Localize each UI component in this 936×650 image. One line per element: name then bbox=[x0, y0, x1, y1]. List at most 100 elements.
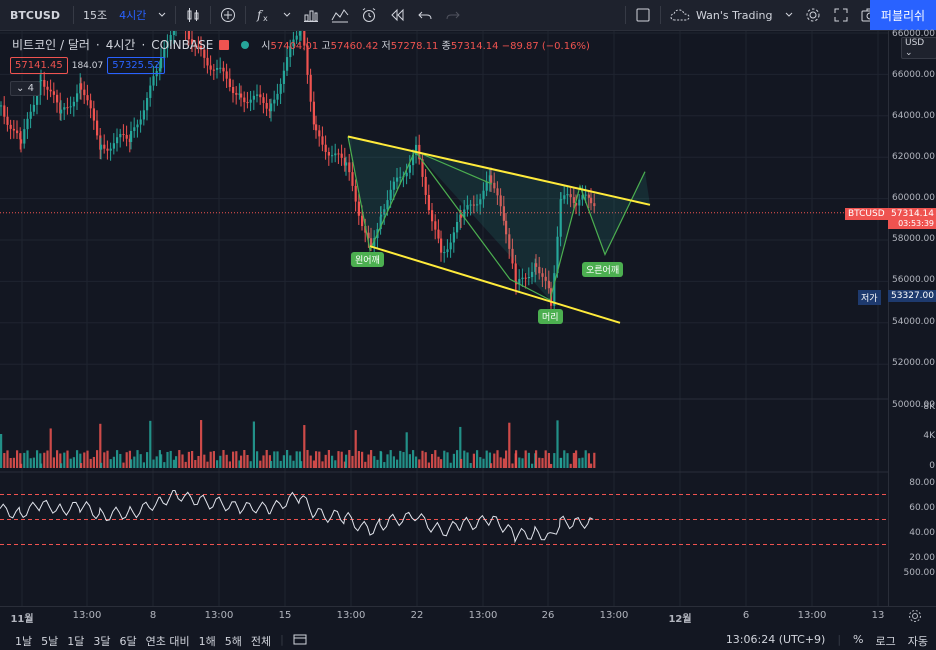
volume-bar bbox=[178, 450, 180, 468]
fullscreen-expand-icon[interactable] bbox=[827, 0, 855, 30]
candle-body bbox=[0, 105, 2, 106]
candle-body bbox=[337, 153, 339, 154]
volume-bar bbox=[585, 450, 587, 468]
fullscreen-layout-icon[interactable] bbox=[629, 0, 657, 30]
volume-bar bbox=[23, 453, 25, 468]
gear-icon[interactable] bbox=[799, 0, 827, 30]
volume-bar bbox=[166, 452, 168, 468]
volume-bar bbox=[152, 460, 154, 468]
interval-dropdown-chevron-icon[interactable] bbox=[152, 0, 172, 30]
financials-icon[interactable] bbox=[297, 0, 325, 30]
buy-price-box[interactable]: 57325.52 bbox=[107, 57, 165, 74]
price-axis-label: 54000.00 bbox=[892, 317, 935, 327]
candle-body bbox=[56, 95, 58, 103]
range-1y-button[interactable]: 1해 bbox=[199, 633, 216, 649]
indicators-chevron-icon[interactable] bbox=[277, 0, 297, 30]
candle-body bbox=[450, 243, 452, 250]
candle-body bbox=[409, 165, 411, 173]
candle-body bbox=[345, 162, 347, 165]
volume-bar bbox=[355, 430, 357, 468]
chart-svg[interactable] bbox=[0, 31, 888, 606]
volume-bar bbox=[289, 455, 291, 468]
time-axis-label: 6 bbox=[743, 610, 749, 621]
templates-icon[interactable] bbox=[325, 0, 355, 30]
volume-bar bbox=[550, 464, 552, 468]
toolbar-divider bbox=[175, 6, 176, 24]
candle-body bbox=[453, 232, 455, 242]
auto-toggle[interactable]: 자동 bbox=[908, 633, 928, 649]
time-axis-label: 26 bbox=[542, 610, 555, 621]
candle-type-icon[interactable] bbox=[179, 0, 207, 30]
range-all-button[interactable]: 전체 bbox=[251, 633, 271, 649]
volume-bar bbox=[348, 450, 350, 468]
symbol-search-button[interactable]: BTCUSD bbox=[0, 0, 70, 30]
candle-body bbox=[6, 117, 8, 125]
time-axis-label: 13:00 bbox=[600, 610, 629, 621]
volume-bar bbox=[188, 452, 190, 468]
volume-bar bbox=[226, 455, 228, 468]
range-5y-button[interactable]: 5해 bbox=[225, 633, 242, 649]
volume-bar bbox=[538, 458, 540, 468]
candle-body bbox=[20, 139, 22, 143]
volume-bar bbox=[508, 423, 510, 468]
volume-bar bbox=[503, 459, 505, 468]
candle-body bbox=[93, 108, 95, 120]
candle-body bbox=[525, 278, 527, 279]
price-axis[interactable]: USD ⌄ 66000.00 66000.00 64000.00 62000.0… bbox=[888, 31, 936, 606]
volume-bar bbox=[303, 425, 305, 468]
add-compare-icon[interactable] bbox=[214, 0, 242, 30]
candle-body bbox=[213, 70, 215, 71]
time-axis-settings-gear-icon[interactable] bbox=[908, 609, 922, 626]
volume-bar bbox=[206, 462, 208, 468]
chart-canvas[interactable] bbox=[0, 31, 888, 606]
clock-timezone[interactable]: 13:06:24 (UTC+9) bbox=[726, 633, 826, 649]
sell-price-box[interactable]: 57141.45 bbox=[10, 57, 68, 74]
range-6m-button[interactable]: 6달 bbox=[120, 633, 137, 649]
candle-body bbox=[13, 129, 15, 131]
volume-bar bbox=[106, 451, 108, 468]
rsi-axis-label: 40.00 bbox=[909, 528, 935, 538]
candle-body bbox=[331, 155, 333, 156]
volume-bar bbox=[136, 450, 138, 468]
range-3m-button[interactable]: 3달 bbox=[93, 633, 110, 649]
volume-bar bbox=[380, 452, 382, 468]
rsi-axis-label: 60.00 bbox=[909, 503, 935, 513]
layout-chevron-down-icon[interactable] bbox=[779, 0, 799, 30]
currency-selector[interactable]: USD ⌄ bbox=[901, 37, 936, 59]
alert-clock-icon[interactable] bbox=[355, 0, 383, 30]
volume-bar bbox=[310, 456, 312, 468]
goto-date-icon[interactable] bbox=[293, 633, 307, 649]
range-1m-button[interactable]: 1달 bbox=[67, 633, 84, 649]
volume-bar bbox=[40, 464, 42, 468]
percent-toggle[interactable]: % bbox=[853, 633, 863, 649]
head-label: 머리 bbox=[538, 309, 563, 324]
time-axis-label: 13:00 bbox=[798, 610, 827, 621]
volume-bar bbox=[296, 451, 298, 468]
log-toggle[interactable]: 로그 bbox=[876, 633, 896, 649]
range-1d-button[interactable]: 1날 bbox=[15, 633, 32, 649]
replay-icon[interactable] bbox=[383, 0, 411, 30]
time-axis-label: 11월 bbox=[10, 610, 33, 625]
redo-icon[interactable] bbox=[439, 0, 467, 30]
volume-bar bbox=[588, 453, 590, 468]
bar-countdown: 03:53:39 bbox=[888, 219, 934, 228]
range-5d-button[interactable]: 5날 bbox=[41, 633, 58, 649]
close-key: 종 bbox=[442, 41, 451, 52]
indicators-collapse-button[interactable]: ⌄ 4 bbox=[10, 81, 40, 96]
range-ytd-button[interactable]: 연초 대비 bbox=[146, 633, 190, 649]
candle-body bbox=[53, 91, 55, 95]
legend-exchange: COINBASE bbox=[151, 38, 213, 52]
layout-name-button[interactable]: Wan's Trading bbox=[696, 0, 779, 30]
candle-body bbox=[310, 75, 312, 102]
undo-icon[interactable] bbox=[411, 0, 439, 30]
publish-button[interactable]: 퍼블리쉬 bbox=[870, 0, 936, 30]
interval-15-button[interactable]: 15조 bbox=[77, 0, 113, 30]
cloud-icon[interactable] bbox=[664, 0, 696, 30]
lower-trendline bbox=[370, 246, 620, 323]
candle-body bbox=[313, 102, 315, 125]
interval-4h-button[interactable]: 4시간 bbox=[113, 0, 152, 30]
time-axis-label: 13:00 bbox=[469, 610, 498, 621]
volume-bar bbox=[203, 455, 205, 468]
